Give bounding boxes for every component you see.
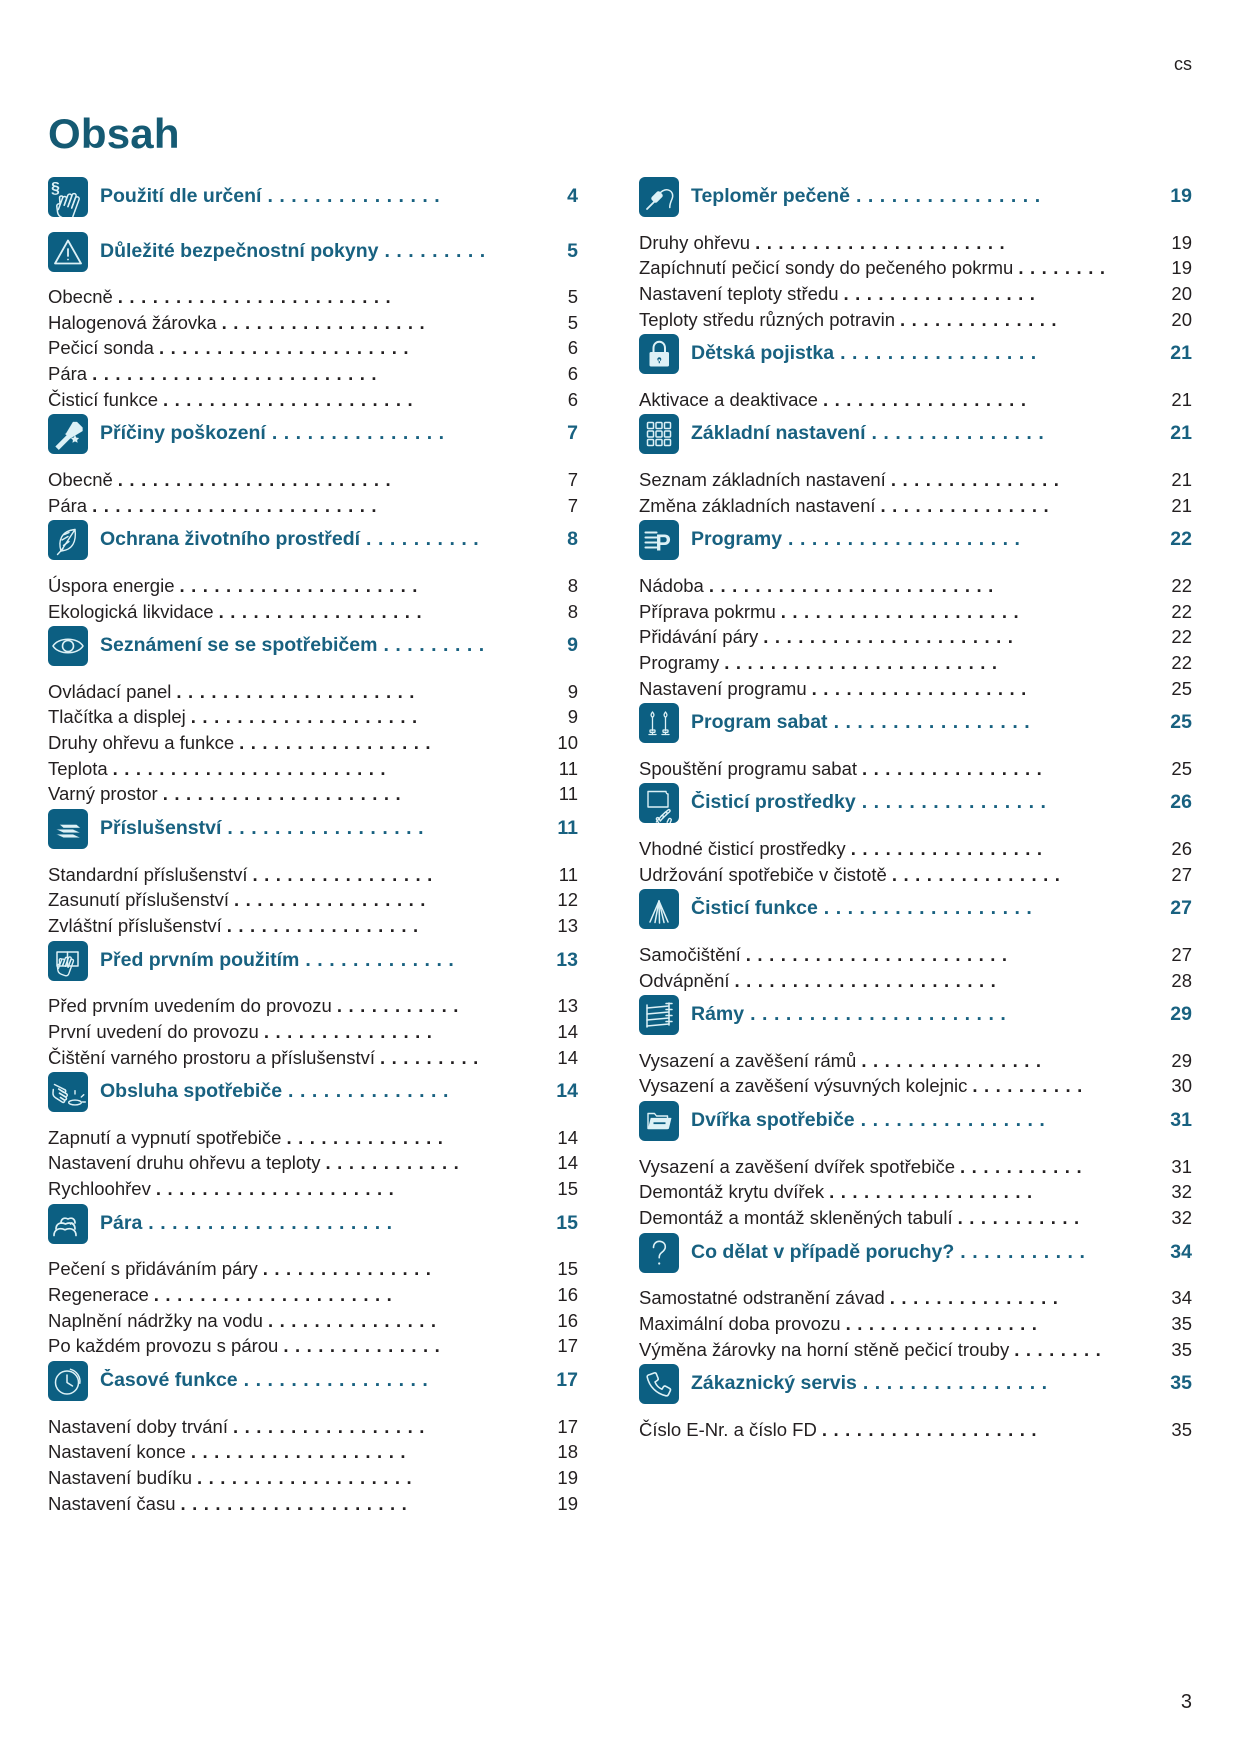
svg-text:P: P (656, 530, 671, 556)
svg-text:§: § (51, 180, 60, 197)
